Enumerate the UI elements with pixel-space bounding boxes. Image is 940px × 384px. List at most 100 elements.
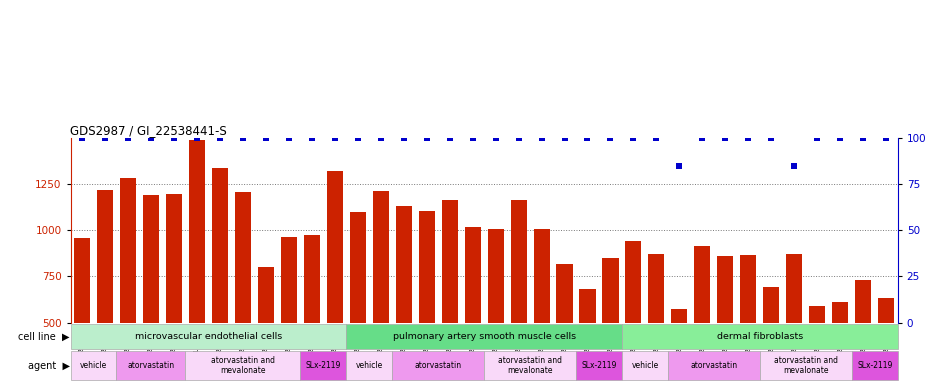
Bar [832,302,848,384]
Bar [120,178,136,384]
Bar [304,235,320,384]
Point [809,135,824,141]
Point [649,135,664,141]
Point [626,135,641,141]
Point [189,135,204,141]
Bar [117,351,185,380]
Text: vehicle: vehicle [80,361,107,370]
Bar [235,192,251,384]
Bar [392,351,484,380]
Text: vehicle: vehicle [355,361,383,370]
Point [855,135,870,141]
Bar [189,140,205,384]
Text: GDS2987 / GI_22538441-S: GDS2987 / GI_22538441-S [70,124,227,137]
Text: atorvastatin and
mevalonate: atorvastatin and mevalonate [774,356,838,376]
Point [695,135,710,141]
Point [511,135,526,141]
Point [580,135,595,141]
Bar [717,256,733,384]
Point [74,135,89,141]
Bar [763,286,779,384]
Point [764,135,779,141]
Point [833,135,848,141]
Text: vehicle: vehicle [632,361,659,370]
Point [718,135,733,141]
Bar [74,238,90,384]
Text: agent  ▶: agent ▶ [27,361,70,371]
Point [534,135,549,141]
Text: SLx-2119: SLx-2119 [857,361,892,370]
Bar [212,168,227,384]
Point [879,135,894,141]
Bar [372,191,389,384]
Bar [622,324,898,349]
Bar [534,230,550,384]
Point [166,135,181,141]
Point [212,135,227,141]
Bar [878,298,894,384]
Bar [143,195,159,384]
Bar [327,171,343,384]
Bar [625,242,641,384]
Point [235,135,250,141]
Bar [510,200,526,384]
Point [305,135,320,141]
Point [672,163,687,169]
Bar [346,351,392,380]
Point [465,135,480,141]
Point [281,135,296,141]
Bar [70,351,117,380]
Bar [258,267,274,384]
Text: pulmonary artery smooth muscle cells: pulmonary artery smooth muscle cells [393,333,575,341]
Text: atorvastatin: atorvastatin [690,361,738,370]
Bar [300,351,346,380]
Point [396,135,411,141]
Bar [346,324,622,349]
Bar [668,351,760,380]
Point [442,135,457,141]
Bar [442,200,458,384]
Bar [760,351,852,380]
Bar [603,258,619,384]
Bar [741,255,757,384]
Bar [488,230,504,384]
Point [488,135,503,141]
Bar [350,212,366,384]
Bar [185,351,300,380]
Text: cell line  ▶: cell line ▶ [18,332,70,342]
Text: SLx-2119: SLx-2119 [581,361,617,370]
Bar [418,211,434,384]
Bar [852,351,898,380]
Point [144,135,159,141]
Point [373,135,388,141]
Bar [855,280,871,384]
Bar [97,190,113,384]
Bar [786,254,803,384]
Text: dermal fibroblasts: dermal fibroblasts [716,333,803,341]
Text: SLx-2119: SLx-2119 [306,361,341,370]
Bar [695,246,711,384]
Bar [671,309,687,384]
Point [327,135,342,141]
Bar [576,351,622,380]
Point [557,135,572,141]
Text: atorvastatin: atorvastatin [127,361,175,370]
Bar [649,254,665,384]
Bar [281,237,297,384]
Text: atorvastatin and
mevalonate: atorvastatin and mevalonate [498,356,562,376]
Text: atorvastatin and
mevalonate: atorvastatin and mevalonate [211,356,274,376]
Point [120,135,135,141]
Point [741,135,756,141]
Bar [484,351,576,380]
Point [787,163,802,169]
Bar [464,227,480,384]
Bar [809,306,825,384]
Point [258,135,274,141]
Bar [556,263,572,384]
Text: microvascular endothelial cells: microvascular endothelial cells [134,333,282,341]
Bar [579,290,596,384]
Bar [622,351,668,380]
Point [98,135,113,141]
Bar [70,324,346,349]
Point [603,135,618,141]
